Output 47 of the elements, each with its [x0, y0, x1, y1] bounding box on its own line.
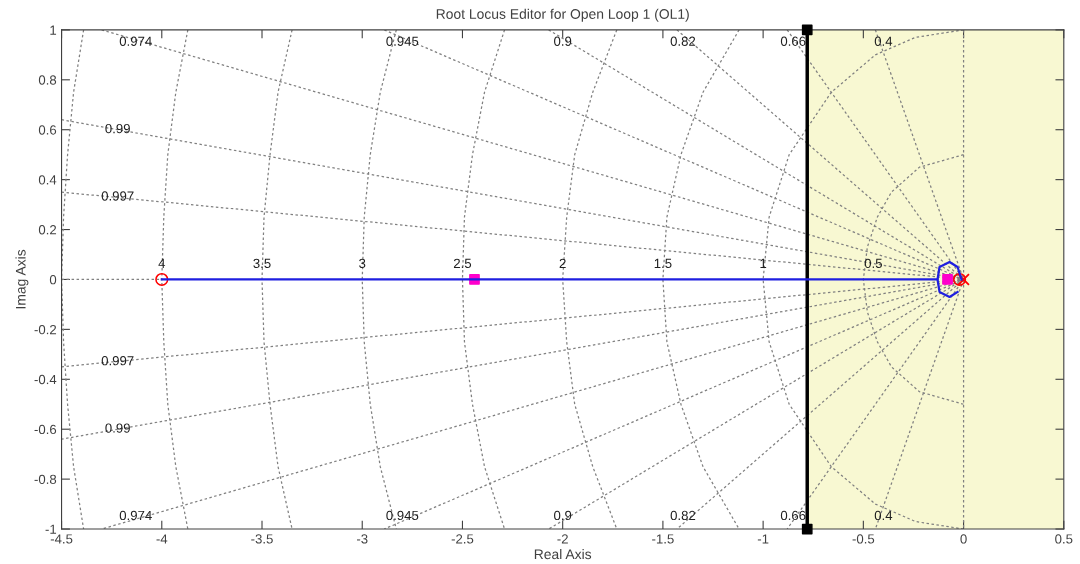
x-tick-label: -3.5	[251, 534, 273, 544]
x-axis-title: Real Axis	[534, 548, 592, 560]
annotation: 0.4	[874, 36, 893, 46]
annotation: 0.99	[105, 123, 130, 134]
annotation: 1	[760, 258, 767, 268]
y-axis-title: Imag Axis	[15, 249, 29, 309]
annotation: 3.5	[253, 258, 271, 269]
annotation: 0.945	[386, 36, 419, 46]
chart-title: Root Locus Editor for Open Loop 1 (OL1)	[436, 8, 689, 22]
y-tick-label: -0.4	[34, 374, 57, 385]
x-tick-label: 0.5	[1055, 534, 1073, 544]
annotation: 0.945	[386, 510, 419, 521]
x-tick-label: -1.5	[652, 534, 674, 544]
annotation: 0.997	[101, 356, 134, 366]
y-tick-label: -0.2	[34, 324, 57, 335]
annotation: 0.82	[670, 510, 696, 521]
y-tick-label: -1	[45, 524, 57, 534]
y-tick-label: 0.6	[38, 125, 57, 135]
x-tick-label: -1	[757, 534, 769, 544]
annotation: 4	[158, 258, 166, 268]
annotation: 0.9	[554, 510, 572, 521]
y-tick-label: -0.6	[34, 424, 57, 435]
annotation: 0.4	[874, 510, 893, 521]
annotation: 0.5	[864, 258, 882, 269]
annotation: 1.5	[654, 258, 672, 269]
y-tick-label: 0.2	[38, 225, 57, 235]
x-tick-label: -0.5	[852, 534, 875, 544]
y-tick-label: 1	[50, 25, 57, 35]
annotation: 0.9	[554, 36, 572, 46]
annotation: 0.82	[670, 36, 696, 46]
annotation: 0.974	[119, 510, 152, 521]
x-tick-label: -2	[557, 534, 568, 544]
x-tick-label: -3	[356, 534, 368, 544]
x-tick-label: -4	[156, 534, 168, 544]
y-tick-label: -0.8	[34, 474, 57, 485]
annotation: 0.997	[101, 191, 134, 201]
x-tick-label: -4.5	[50, 534, 73, 544]
y-tick-label: 0	[49, 275, 57, 285]
x-tick-label: -2.5	[451, 534, 474, 544]
y-tick-label: 0.8	[38, 75, 57, 85]
annotation: 3	[359, 258, 366, 269]
annotation: 2.5	[453, 258, 472, 269]
x-tick-label: 0	[960, 534, 967, 544]
annotation: 0.99	[105, 423, 130, 433]
y-tick-label: 0.4	[38, 175, 57, 185]
annotation: 0.974	[119, 36, 152, 46]
annotation: 2	[559, 258, 566, 268]
